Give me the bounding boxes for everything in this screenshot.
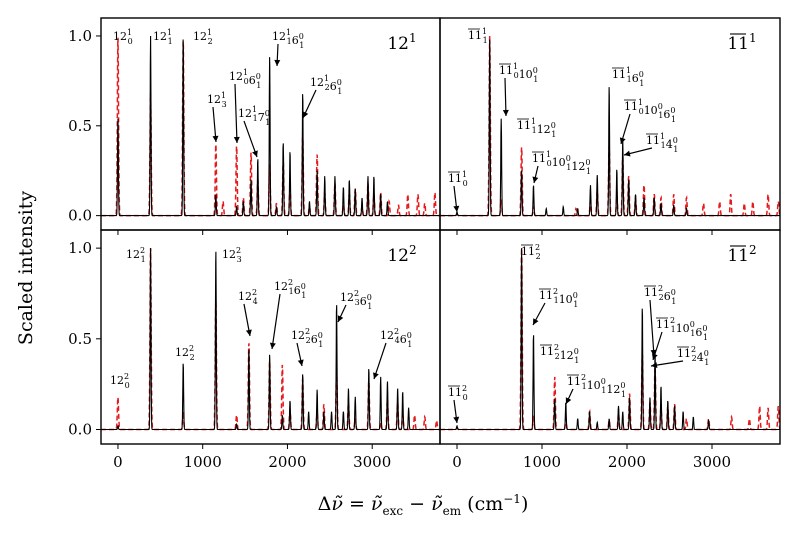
arrow-head: [619, 137, 626, 144]
arrow-head: [565, 397, 572, 404]
peak-annotation: 112 2: [521, 243, 541, 261]
peak-annotation: 112 1100 160 1: [656, 316, 708, 342]
arrow-head: [269, 342, 276, 349]
arrow-head: [252, 150, 258, 157]
peak-annotation: 121 0: [113, 28, 133, 46]
peak-annotation: 112 0: [448, 384, 468, 402]
series-experiment-line: [440, 39, 780, 217]
x-tick-label: 2000: [608, 453, 646, 471]
x-tick-label: 0: [452, 453, 462, 471]
peak-annotation: 112 240 1: [677, 345, 709, 367]
peak-annotation: 122 0: [110, 372, 130, 390]
x-axis-title: Δν̃ = ν̃exc − ν̃em (cm−1): [318, 492, 529, 518]
peak-annotation: 111 1120 1: [517, 117, 556, 139]
arrow-head: [212, 135, 219, 142]
series-experiment-line: [440, 248, 780, 431]
peak-annotation: 121 060 1: [229, 68, 261, 90]
peak-annotation: 112 1100 1: [539, 287, 578, 309]
y-tick-label: 0.0: [68, 420, 92, 438]
x-tick-label: 0: [113, 453, 123, 471]
arrow-head: [453, 205, 460, 212]
peak-annotation: 122 360 1: [340, 289, 372, 311]
arrow-head: [533, 318, 539, 325]
series-experiment-line: [101, 35, 440, 217]
panel-label: 121: [387, 31, 416, 54]
peak-annotation: 122 2: [175, 344, 195, 362]
x-tick-label: 1000: [184, 453, 222, 471]
arrow-head: [373, 372, 379, 379]
annotation-arrow: [649, 299, 655, 357]
annotation-arrow: [504, 77, 507, 117]
peak-annotation: 121 170 1: [238, 105, 270, 127]
peak-annotation: 111 0: [448, 170, 468, 188]
peak-annotation: 112 1100 1120 1: [567, 373, 626, 399]
arrow-head: [650, 349, 657, 356]
annotation-arrow: [373, 342, 387, 380]
peak-annotation: 112 2120 1: [540, 343, 579, 365]
peak-annotation: 122 4: [238, 288, 258, 306]
peak-annotation: 121 1: [153, 28, 173, 46]
peak-annotation: 111 0100 160 1: [624, 98, 676, 124]
arrow-head: [274, 59, 281, 66]
peak-annotation: 122 1: [126, 246, 146, 264]
arrow-head: [453, 416, 460, 423]
y-tick-label: 0.5: [68, 330, 92, 348]
x-tick-label: 2000: [268, 453, 306, 471]
annotation-arrow: [234, 83, 238, 144]
panel-label: 122: [387, 243, 416, 266]
peak-annotation: 121 260 1: [310, 74, 342, 96]
panel-p2: [440, 35, 781, 217]
y-tick-label: 0.0: [68, 207, 92, 225]
y-axis-title: Scaled intensity: [15, 191, 37, 345]
arrow-head: [233, 136, 240, 143]
arrow-head: [245, 329, 252, 336]
annotation-arrow: [271, 293, 281, 350]
panel-p4: [440, 248, 781, 431]
x-tick-label: 1000: [523, 453, 561, 471]
y-tick-label: 1.0: [68, 27, 92, 45]
peak-annotation: 122 3: [222, 246, 242, 264]
panel-frame: [439, 229, 781, 445]
x-tick-label: 3000: [353, 453, 391, 471]
peak-annotation: 121 2: [193, 28, 213, 46]
peak-annotation: 111 0100 1: [499, 62, 538, 84]
arrow-head: [624, 150, 631, 157]
arrow-head: [502, 109, 509, 116]
peak-annotation: 111 0100 1120 1: [532, 150, 591, 176]
arrow-head: [337, 315, 344, 322]
panel-label: 112: [727, 243, 756, 266]
panel-p3: [101, 248, 440, 431]
arrow-head: [297, 359, 304, 366]
series-simulation-line: [440, 248, 781, 431]
peak-annotation: 121 160 1: [272, 28, 304, 50]
arrow-head: [532, 176, 539, 183]
arrow-head: [651, 353, 658, 360]
panel-p1: [101, 35, 440, 217]
arrow-head: [651, 362, 658, 369]
arrow-head: [302, 111, 309, 118]
annotation-arrow: [243, 120, 258, 158]
peak-annotation: 122 160 1: [274, 278, 306, 300]
x-tick-label: 3000: [693, 453, 731, 471]
peak-annotation: 111 140 1: [646, 132, 678, 154]
peak-annotation: 122 260 1: [291, 327, 323, 349]
peak-annotation: 111 160 1: [612, 66, 644, 88]
peak-annotation: 111 1: [468, 27, 488, 45]
y-tick-label: 0.5: [68, 117, 92, 135]
peak-annotation: 122 460 1: [380, 327, 412, 349]
y-tick-label: 1.0: [68, 239, 92, 257]
panel-label: 111: [727, 31, 756, 54]
peak-annotation: 112 260 1: [644, 284, 676, 306]
series-experiment-line: [101, 248, 440, 431]
peak-annotation: 121 3: [207, 91, 227, 109]
